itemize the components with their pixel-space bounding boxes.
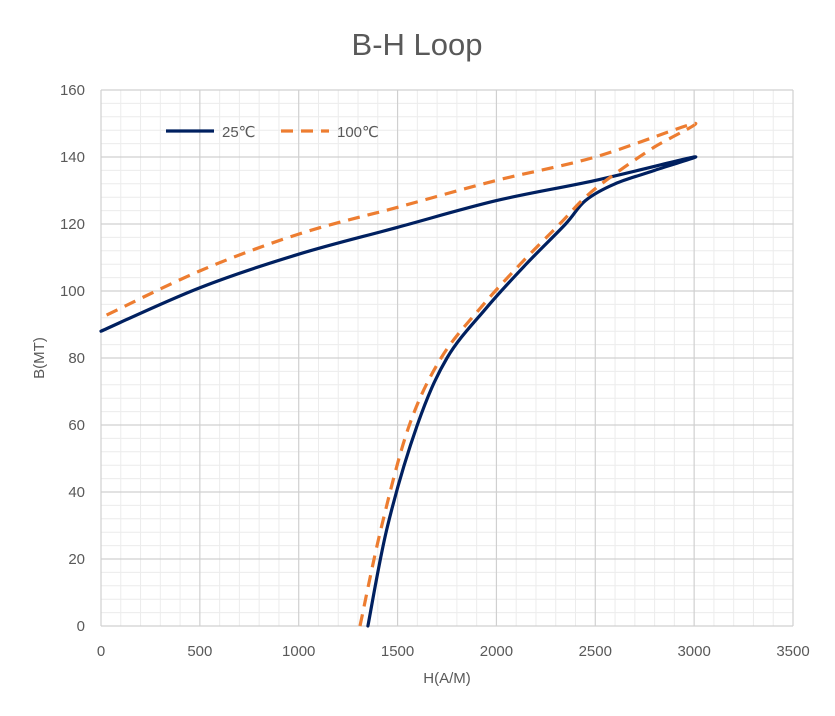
series-line-1 [99, 155, 698, 628]
y-tick-label: 40 [68, 484, 85, 501]
x-axis-title: H(A/M) [423, 670, 471, 687]
y-axis-ticks: 0 20 40 60 80 100 120 140 160 [60, 82, 85, 635]
series-line-2 [100, 121, 698, 627]
series-layer [99, 121, 698, 628]
x-tick-label: 2000 [480, 643, 513, 660]
y-tick-label: 140 [60, 149, 85, 166]
y-tick-label: 100 [60, 283, 85, 300]
x-tick-label: 3500 [776, 643, 809, 660]
y-tick-label: 160 [60, 82, 85, 99]
x-tick-label: 1000 [282, 643, 315, 660]
y-tick-label: 120 [60, 216, 85, 233]
y-tick-label: 80 [68, 350, 85, 367]
legend-label-2: 100℃ [337, 124, 379, 141]
legend: 25℃ 100℃ [166, 124, 379, 141]
y-tick-label: 0 [77, 618, 85, 635]
legend-label-1: 25℃ [222, 124, 256, 141]
x-tick-label: 0 [97, 643, 105, 660]
x-tick-label: 500 [187, 643, 212, 660]
chart-title: B-H Loop [352, 27, 483, 62]
y-tick-label: 60 [68, 417, 85, 434]
x-axis-ticks: 0 500 1000 1500 2000 2500 3000 3500 [97, 643, 810, 660]
x-tick-label: 1500 [381, 643, 414, 660]
x-tick-label: 2500 [579, 643, 612, 660]
x-tick-label: 3000 [677, 643, 710, 660]
y-tick-label: 20 [68, 551, 85, 568]
y-axis-title: B(MT) [31, 337, 48, 379]
